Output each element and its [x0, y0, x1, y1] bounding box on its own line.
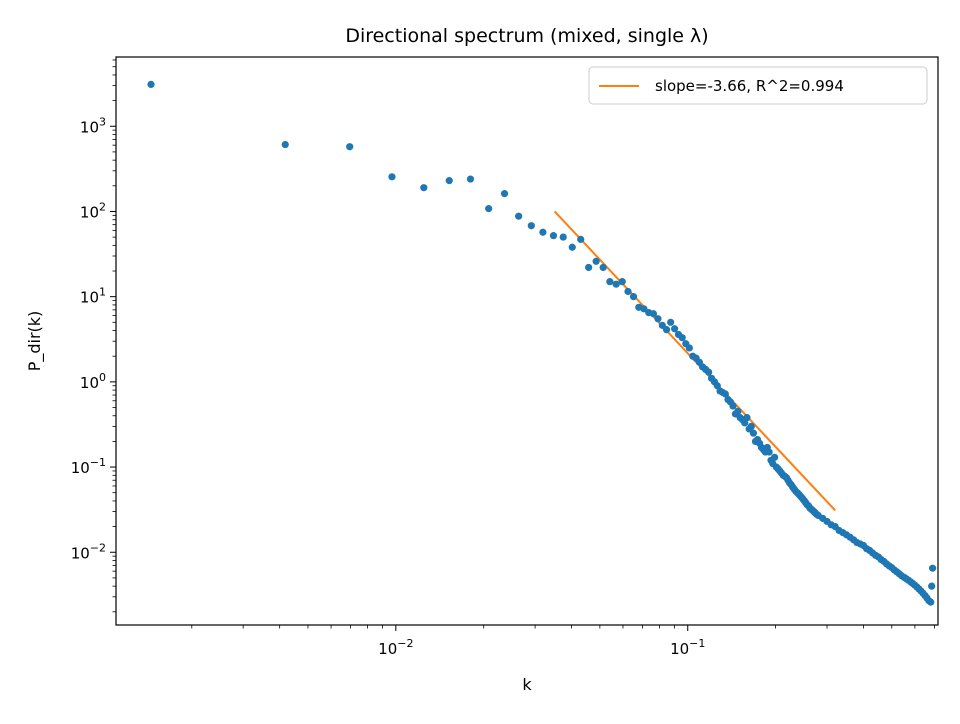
y-axis-label: P_dir(k): [25, 311, 45, 372]
y-tick-label: 101: [80, 286, 106, 307]
data-point: [515, 212, 523, 220]
data-point: [559, 233, 567, 241]
data-point: [743, 414, 751, 422]
x-axis: 10−2 10−1: [191, 625, 935, 658]
data-point: [466, 175, 475, 183]
data-point: [388, 173, 396, 181]
data-point: [585, 263, 593, 272]
data-point: [640, 305, 648, 313]
data-point: [147, 80, 155, 88]
data-point: [929, 564, 937, 572]
data-point: [549, 232, 558, 240]
data-point: [539, 228, 547, 236]
y-axis: 10−2 10−1 100 101 102 103: [71, 59, 116, 613]
data-point: [654, 315, 662, 323]
data-point: [927, 598, 935, 606]
data-point: [667, 318, 675, 326]
data-point: [765, 448, 773, 456]
y-tick-label: 102: [80, 200, 106, 221]
data-point: [599, 263, 607, 272]
data-point: [928, 582, 936, 590]
y-tick-label: 100: [80, 371, 106, 392]
data-point: [527, 222, 535, 230]
data-point: [649, 310, 658, 318]
data-point: [612, 280, 620, 288]
data-point: [281, 140, 289, 149]
data-point: [568, 243, 576, 251]
data-point: [747, 422, 755, 430]
data-point: [713, 382, 721, 390]
x-tick-label: 10−2: [378, 637, 413, 658]
data-point: [346, 143, 354, 151]
data-point: [678, 334, 686, 342]
plot-area: [115, 56, 939, 626]
data-point: [671, 325, 679, 333]
x-tick-label: 10−1: [670, 637, 705, 658]
legend-entry-fit: slope=-3.66, R^2=0.994: [655, 77, 844, 95]
x-axis-label: k: [522, 675, 532, 694]
chart-title: Directional spectrum (mixed, single λ): [345, 25, 708, 47]
data-point: [721, 390, 729, 398]
data-point: [485, 205, 493, 213]
data-point: [420, 184, 428, 192]
data-point: [734, 407, 742, 415]
data-point: [624, 287, 632, 296]
data-points-layer: [147, 80, 937, 606]
data-point: [592, 257, 600, 265]
data-point: [445, 177, 453, 185]
data-point: [662, 326, 671, 334]
data-point: [705, 368, 713, 376]
data-point: [500, 190, 509, 198]
data-point: [729, 402, 737, 410]
data-point: [606, 278, 614, 286]
y-tick-label: 10−2: [71, 541, 106, 562]
legend-box: [588, 66, 928, 105]
plot-background: [116, 57, 938, 625]
y-tick-label: 103: [80, 115, 106, 136]
data-point: [618, 278, 626, 286]
data-point: [770, 453, 779, 461]
legend: slope=-3.66, R^2=0.994: [588, 66, 928, 105]
y-tick-label: 10−1: [71, 456, 106, 477]
data-point: [629, 293, 638, 301]
data-point: [685, 344, 693, 352]
data-point: [577, 235, 585, 243]
data-point: [749, 429, 758, 437]
